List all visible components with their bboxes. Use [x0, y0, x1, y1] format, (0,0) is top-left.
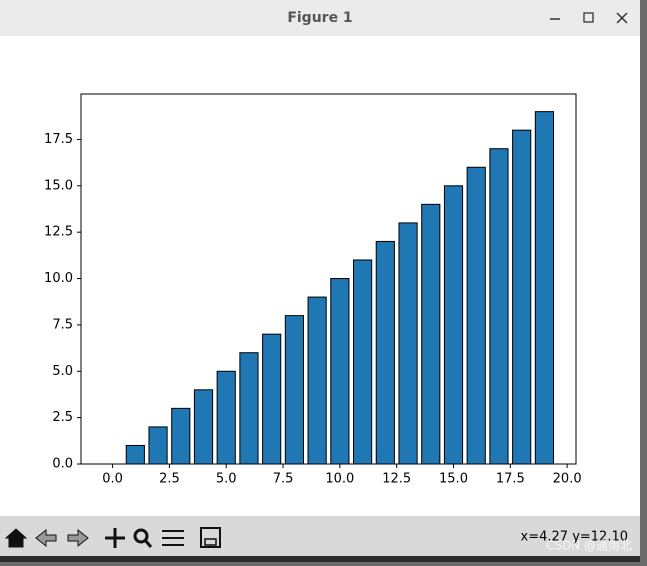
- bar: [443, 185, 464, 465]
- y-tick-label: 10.0: [44, 271, 73, 286]
- bar: [330, 278, 350, 465]
- save-button[interactable]: [200, 527, 221, 548]
- maximize-button[interactable]: [583, 12, 594, 23]
- y-tick-label: 12.5: [44, 225, 73, 240]
- bar: [512, 129, 532, 465]
- bar: [466, 166, 486, 465]
- window-title: Figure 1: [287, 10, 352, 26]
- bar: [375, 240, 395, 465]
- forward-button[interactable]: [67, 528, 89, 548]
- bar: [353, 259, 373, 465]
- bar: [398, 222, 418, 465]
- y-tick-label: 7.5: [52, 317, 73, 332]
- bar: [193, 389, 214, 465]
- x-tick-label: 17.5: [496, 472, 525, 487]
- back-button[interactable]: [35, 528, 57, 548]
- x-tick-label: 10.0: [325, 472, 354, 487]
- y-tick-label: 2.5: [52, 410, 73, 425]
- bar: [125, 444, 145, 465]
- x-tick-label: 20.0: [553, 472, 582, 487]
- terminal-strip: [0, 556, 640, 562]
- bar: [284, 315, 304, 465]
- y-tick-label: 15.0: [44, 178, 73, 193]
- title-bar: [0, 0, 640, 36]
- bar: [216, 370, 236, 465]
- home-button[interactable]: [4, 528, 28, 548]
- y-tick-label: 0.0: [52, 457, 73, 472]
- axes-frame: [80, 93, 577, 465]
- bar: [534, 111, 554, 465]
- x-tick-label: 2.5: [159, 472, 180, 487]
- y-tick-label: 5.0: [52, 364, 73, 379]
- bar: [421, 203, 441, 465]
- x-tick-label: 7.5: [273, 472, 294, 487]
- status-text: x=4.27 y=12.10: [521, 530, 628, 545]
- pan-button[interactable]: [105, 528, 125, 548]
- bar: [262, 333, 282, 465]
- bar: [489, 148, 509, 465]
- toolbar-icons: [4, 527, 221, 548]
- bar: [148, 426, 168, 465]
- bar: [239, 352, 259, 465]
- x-tick-label: 12.5: [382, 472, 411, 487]
- zoom-button[interactable]: [133, 528, 149, 544]
- bar: [307, 296, 327, 465]
- toolbar: [0, 516, 640, 556]
- bar: [171, 407, 191, 465]
- x-tick-label: 15.0: [439, 472, 468, 487]
- configure-button[interactable]: [162, 530, 184, 546]
- y-tick-label: 17.5: [44, 132, 73, 147]
- close-button[interactable]: [616, 12, 628, 24]
- watermark: CSDN @通南北: [546, 538, 632, 553]
- x-tick-label: 0.0: [102, 472, 123, 487]
- x-tick-label: 5.0: [216, 472, 237, 487]
